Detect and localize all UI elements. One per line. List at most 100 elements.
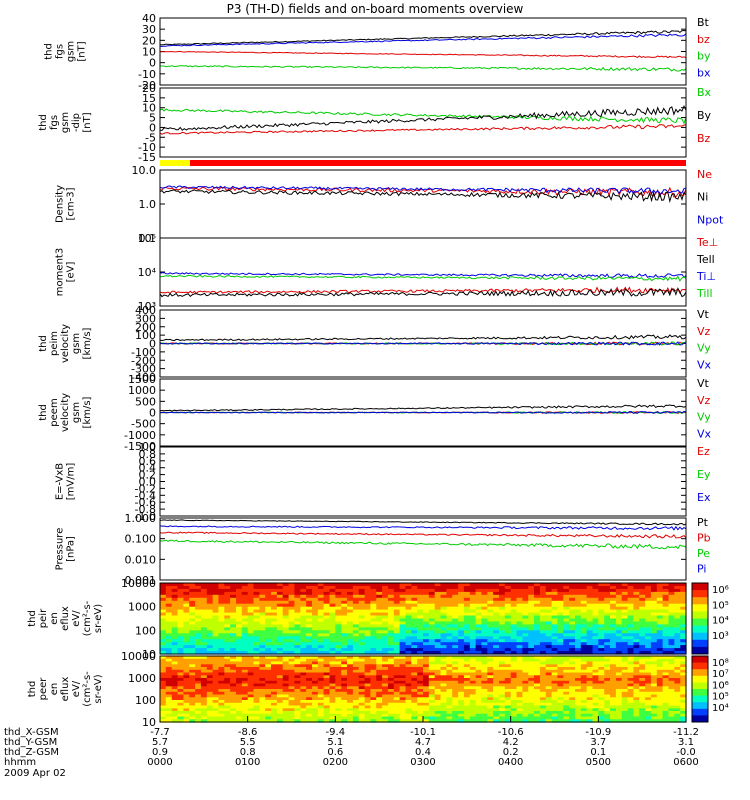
spectrogram-cell xyxy=(481,588,488,593)
spectrogram-cell xyxy=(610,697,617,701)
spectrogram-cell xyxy=(615,651,623,655)
spectrogram-cell xyxy=(276,708,284,712)
spectrogram-cell xyxy=(382,621,389,626)
spectrogram-cell xyxy=(393,594,401,599)
spectrogram-cell xyxy=(218,694,225,698)
spectrogram-cell xyxy=(195,700,202,704)
spectrogram-cell xyxy=(352,675,360,679)
spectrogram-cell xyxy=(639,689,646,693)
spectrogram-cell xyxy=(417,711,424,715)
spectrogram-cell xyxy=(265,683,272,687)
spectrogram-cell xyxy=(452,624,459,628)
colorbar-step xyxy=(692,689,708,697)
spectrogram-cell xyxy=(580,694,588,698)
spectrogram-cell xyxy=(224,658,231,663)
spectrogram-cell xyxy=(545,642,553,646)
spectrogram-cell xyxy=(294,719,301,723)
spectrogram-cell xyxy=(656,606,664,611)
legend-Npot: Npot xyxy=(697,213,724,226)
spectrogram-cell xyxy=(224,672,231,676)
spectrogram-cell xyxy=(417,680,424,685)
spectrogram-cell xyxy=(300,618,307,623)
spectrogram-cell xyxy=(341,583,348,587)
spectrogram-cell xyxy=(428,624,436,628)
spectrogram-cell xyxy=(580,658,588,663)
spectrogram-cell xyxy=(300,588,307,593)
spectrogram-cell xyxy=(387,651,395,655)
spectrogram-cell xyxy=(604,630,611,634)
y-axis-label-line: [eV] xyxy=(66,262,77,283)
spectrogram-cell xyxy=(171,612,179,617)
spectrogram-cell xyxy=(534,678,541,682)
spectrogram-cell xyxy=(656,683,664,687)
spectrogram-cell xyxy=(230,630,237,634)
spectrogram-cell xyxy=(312,633,319,637)
spectrogram-cell xyxy=(510,633,518,637)
spectrogram-cell xyxy=(189,680,196,685)
spectrogram-cell xyxy=(650,713,658,718)
spectrogram-cell xyxy=(183,603,190,608)
spectrogram-cell xyxy=(236,672,243,676)
spectrogram-cell xyxy=(271,711,278,715)
spectrogram-cell xyxy=(347,651,354,655)
spectrogram-cell xyxy=(376,600,383,605)
spectrogram-cell xyxy=(604,603,611,608)
spectrogram-cell xyxy=(645,633,652,637)
spectrogram-cell xyxy=(440,600,447,605)
spectrogram-cell xyxy=(504,651,512,655)
spectrogram-cell xyxy=(341,678,348,682)
spectrogram-cell xyxy=(376,630,383,634)
series-line-Vx xyxy=(159,410,687,414)
spectrogram-cell xyxy=(370,651,377,655)
colorbar-step xyxy=(692,618,708,627)
spectrogram-cell xyxy=(417,639,424,643)
spectrogram-cell xyxy=(206,658,214,663)
spectrogram-cell xyxy=(382,651,389,655)
spectrogram-cell xyxy=(160,661,167,665)
spectrogram-cell xyxy=(276,615,284,620)
spectrogram-cell xyxy=(358,669,366,674)
spectrogram-cell xyxy=(499,694,506,698)
spectrogram-cell xyxy=(516,642,523,646)
spectrogram-cell xyxy=(487,680,494,685)
x-tick-label: 0.2 xyxy=(503,747,519,758)
spectrogram-cell xyxy=(639,609,646,614)
spectrogram-cell xyxy=(411,651,418,655)
spectrogram-cell xyxy=(458,591,465,596)
spectrogram-cell xyxy=(165,639,173,643)
spectrogram-cell xyxy=(171,648,179,652)
spectrogram-cell xyxy=(475,697,482,701)
spectrogram-cell xyxy=(312,658,319,663)
spectrogram-cell xyxy=(382,639,389,643)
spectrogram-cell xyxy=(288,691,295,696)
spectrogram-cell xyxy=(627,680,634,685)
spectrogram-cell xyxy=(230,713,237,718)
spectrogram-cell xyxy=(236,624,243,628)
spectrogram-cell xyxy=(656,600,664,605)
spectrogram-cell xyxy=(335,648,342,652)
spectrogram-cell xyxy=(586,675,593,679)
spectrogram-cell xyxy=(557,678,564,682)
spectrogram-cell xyxy=(504,686,512,690)
spectrogram-cell xyxy=(621,667,629,671)
spectrogram-cell xyxy=(557,651,564,655)
spectrogram-cell xyxy=(411,686,418,690)
spectrogram-cell xyxy=(469,702,477,707)
spectrogram-cell xyxy=(446,711,453,715)
spectrogram-cell xyxy=(528,645,535,649)
spectrogram-cell xyxy=(247,713,255,718)
spectrogram-cell xyxy=(323,636,330,640)
spectrogram-cell xyxy=(656,719,664,723)
spectrogram-cell xyxy=(241,719,249,723)
spectrogram-cell xyxy=(253,591,260,596)
spectrogram-cell xyxy=(276,661,284,665)
spectrogram-cell xyxy=(370,658,377,663)
spectrogram-cell xyxy=(656,636,664,640)
spectrogram-cell xyxy=(534,633,541,637)
spectrogram-cell xyxy=(241,588,249,593)
spectrogram-cell xyxy=(335,678,342,682)
spectrogram-cell xyxy=(230,694,237,698)
spectrogram-cell xyxy=(288,716,295,720)
spectrogram-cell xyxy=(528,636,535,640)
spectrogram-cell xyxy=(224,627,231,631)
